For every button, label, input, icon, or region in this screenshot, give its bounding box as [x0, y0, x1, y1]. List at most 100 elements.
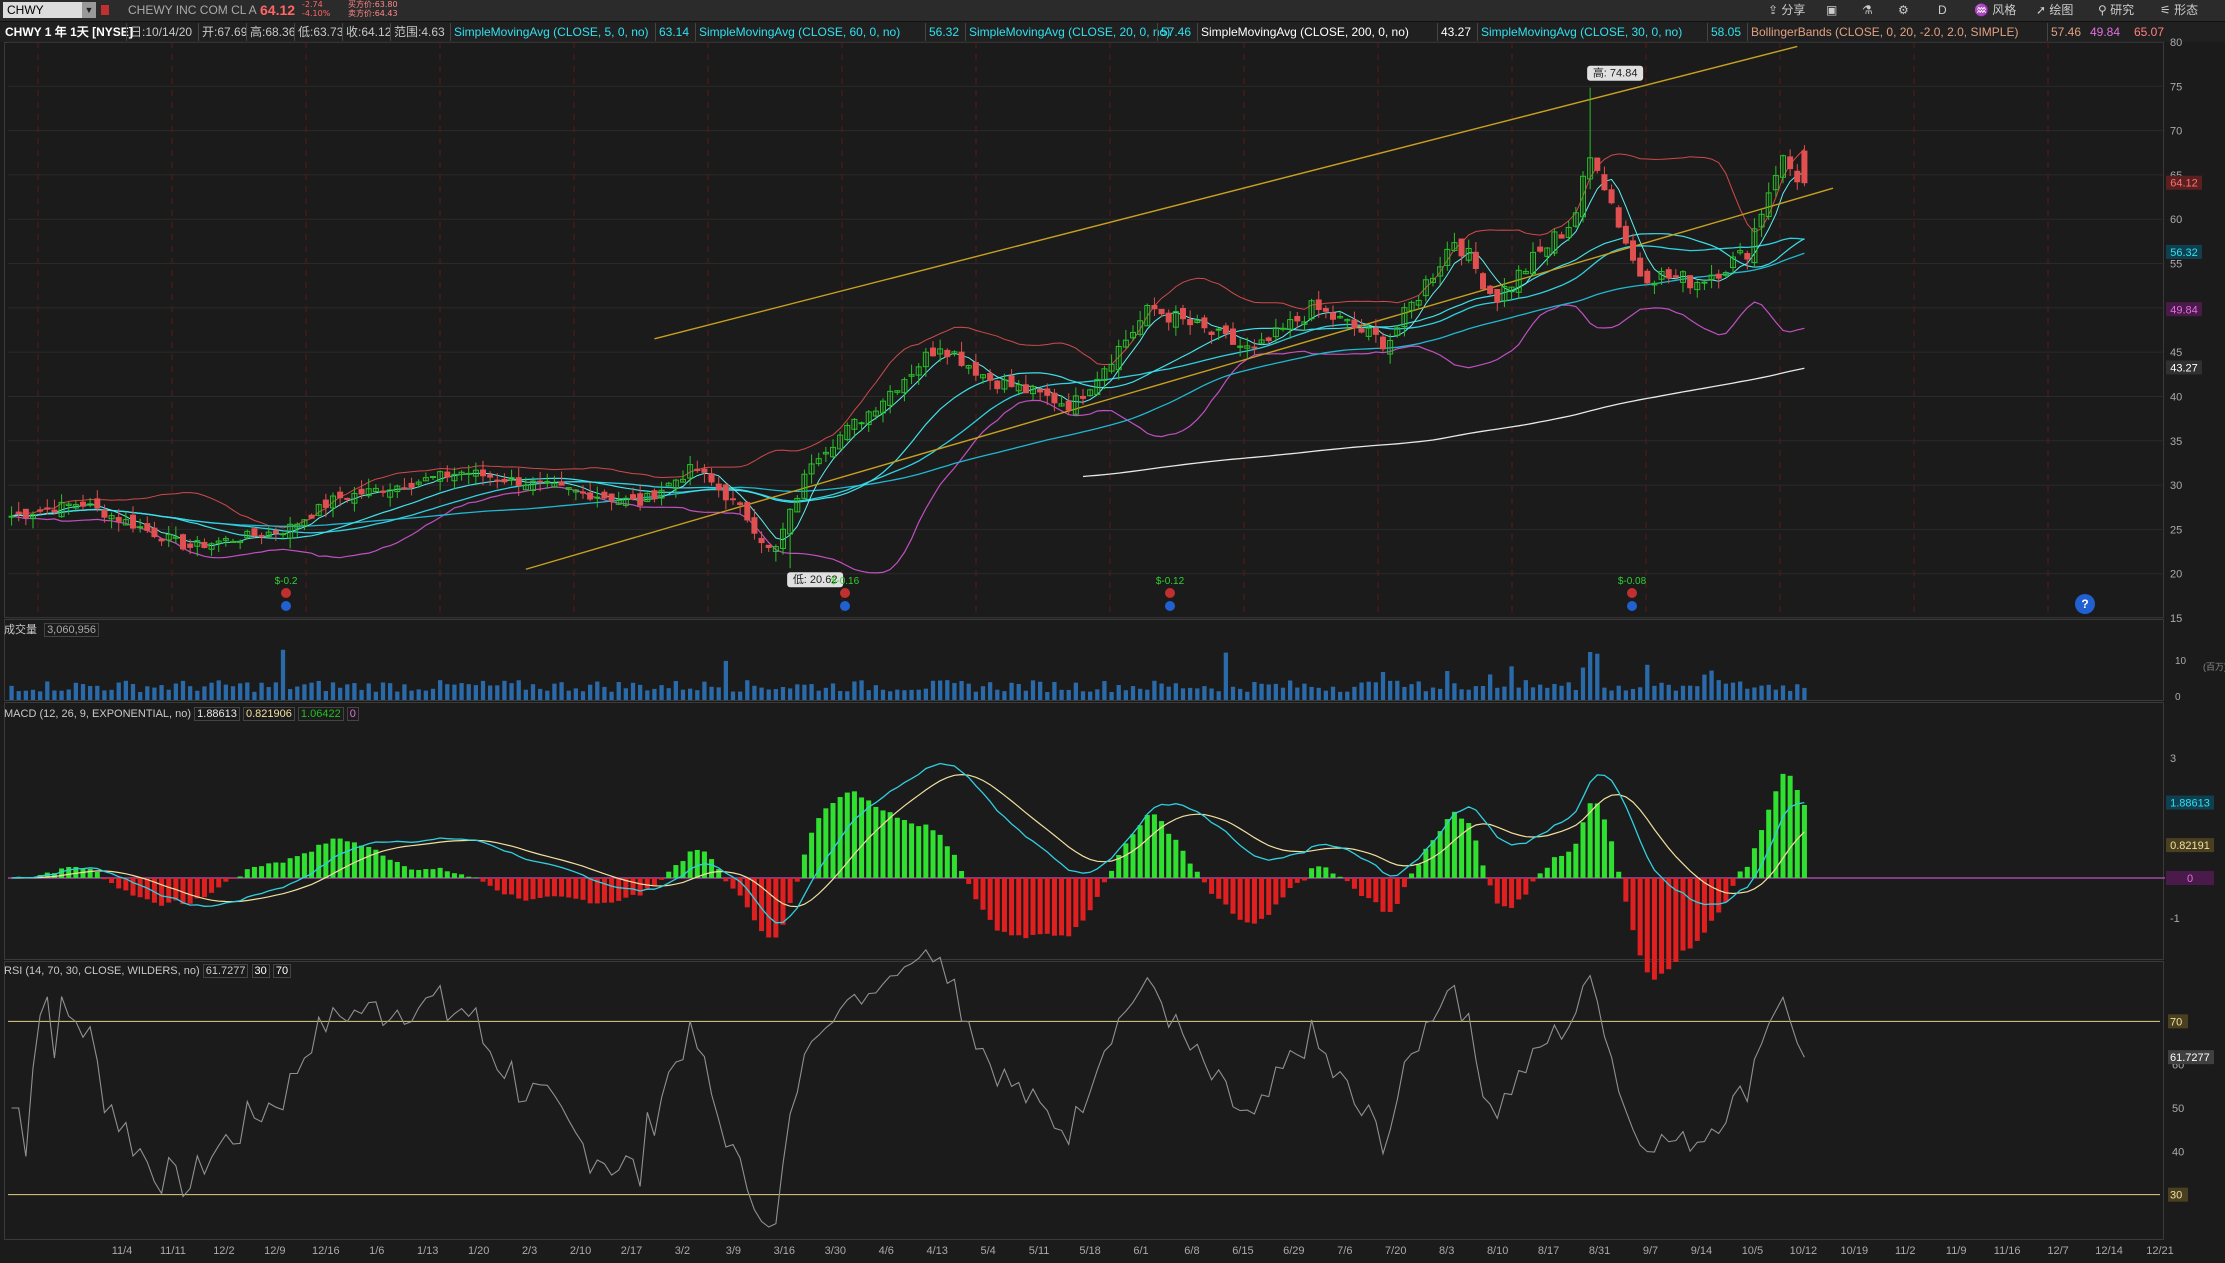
- candle-body: [765, 544, 772, 548]
- macd-hist-bar: [787, 878, 793, 904]
- x-tick-label: 2/17: [621, 1245, 642, 1257]
- candle-body: [651, 490, 658, 500]
- price-tag-bg: [2166, 302, 2202, 317]
- drawing-button[interactable]: ➚ 绘图: [2036, 3, 2074, 17]
- share-button[interactable]: ⇪ 分享: [1768, 3, 1806, 17]
- candle-body: [1322, 308, 1329, 312]
- volume-bar: [45, 681, 50, 700]
- x-tick-label: 11/2: [1895, 1245, 1916, 1257]
- timeframe-button[interactable]: D: [1938, 3, 1947, 17]
- candle-body: [294, 523, 301, 529]
- volume-bar: [552, 683, 557, 700]
- volume-bar: [802, 684, 807, 700]
- volume-bar: [1502, 686, 1507, 700]
- volume-bar: [1252, 681, 1257, 700]
- candle-body: [1030, 386, 1036, 395]
- candle-body: [1115, 345, 1122, 371]
- studies-button[interactable]: ⚲ 研究: [2098, 3, 2135, 17]
- volume-bar: [1402, 686, 1407, 700]
- x-tick-label: 6/15: [1232, 1245, 1253, 1257]
- study-value: 63.14: [655, 23, 692, 41]
- volume-bar: [1416, 681, 1421, 700]
- candle-body: [258, 534, 265, 538]
- patterns-button[interactable]: ⚟ 形态: [2160, 3, 2199, 17]
- x-tick-label: 2/3: [522, 1245, 537, 1257]
- macd-hist-bar: [1501, 878, 1507, 907]
- candle-body: [922, 351, 929, 368]
- x-tick-label: 9/7: [1643, 1245, 1658, 1257]
- candle-body: [1101, 368, 1108, 381]
- flask-button[interactable]: ⚗: [1862, 0, 1873, 21]
- y-tick-label: 60: [2170, 214, 2182, 226]
- volume-bar: [1602, 687, 1607, 700]
- bollinger-lower: [11, 301, 1805, 574]
- volume-bar: [966, 683, 971, 700]
- macd-hist-bar: [909, 823, 915, 878]
- macd-hist-bar: [459, 874, 465, 878]
- volume-bar: [452, 684, 457, 700]
- volume-bar: [188, 686, 193, 700]
- macd-hist-bar: [651, 878, 657, 887]
- layout-button[interactable]: ▣: [1826, 0, 1837, 21]
- macd-hist-bar: [1623, 878, 1629, 902]
- symbol-input[interactable]: CHWY ▼: [3, 2, 96, 18]
- candle-body: [601, 491, 608, 499]
- candle-body: [1608, 189, 1615, 204]
- candle-body: [1801, 150, 1808, 184]
- candle-body: [615, 499, 622, 505]
- volume-bar: [1488, 674, 1493, 700]
- macd-hist-bar: [737, 878, 743, 896]
- volume-bar: [1666, 684, 1671, 700]
- x-tick-label: 6/8: [1184, 1245, 1199, 1257]
- volume-bar: [638, 684, 643, 700]
- style-button[interactable]: ♒ 风格: [1974, 3, 2017, 17]
- candle-body: [587, 492, 594, 500]
- macd-hist-bar: [630, 878, 636, 895]
- macd-hist-bar: [430, 869, 436, 878]
- volume-bar: [1430, 687, 1436, 700]
- macd-hist-bar: [637, 878, 643, 896]
- help-button[interactable]: ?: [2075, 594, 2095, 614]
- macd-hist-bar: [1087, 878, 1093, 911]
- macd-hist-bar: [1644, 878, 1650, 973]
- price-tag: 43.27: [2170, 362, 2198, 374]
- candle-body: [394, 485, 401, 493]
- study-label: SimpleMovingAvg (CLOSE, 20, 0, no): [965, 23, 1173, 41]
- x-tick-label: 8/17: [1538, 1245, 1559, 1257]
- candle-body: [1165, 312, 1172, 323]
- volume-bar: [488, 685, 493, 700]
- candle-body: [372, 487, 379, 492]
- settings-button[interactable]: ⚙: [1898, 0, 1909, 21]
- macd-hist-bar: [209, 878, 215, 893]
- volume-bar: [1716, 680, 1721, 700]
- macd-diff: 1.06422: [297, 707, 344, 721]
- candle-body: [630, 494, 636, 500]
- volume-bar: [109, 689, 114, 700]
- volume-bar: [23, 690, 28, 700]
- macd-hist-bar: [494, 878, 500, 891]
- candle-body: [822, 451, 829, 455]
- volume-bar: [1773, 689, 1778, 700]
- company-name: CHEWY INC COM CL A: [128, 3, 257, 17]
- volume-bar: [123, 680, 128, 700]
- candle-body: [1751, 228, 1758, 264]
- candle-body: [1087, 389, 1094, 397]
- macd-hist-bar: [966, 878, 972, 884]
- macd-hist-bar: [1316, 866, 1322, 878]
- macd-hist-bar: [387, 859, 393, 878]
- macd-hist-bar: [1573, 843, 1579, 878]
- candle-body: [1744, 253, 1751, 260]
- volume-bar: [573, 688, 578, 700]
- rsi-header: RSI (14, 70, 30, CLOSE, WILDERS, no) 61.…: [4, 962, 292, 980]
- channel-lower: [525, 187, 1834, 570]
- candle-body: [137, 526, 144, 529]
- sma-60: [11, 252, 1805, 527]
- macd-hist-bar: [1701, 878, 1707, 933]
- symbol-dropdown-icon[interactable]: ▼: [82, 2, 96, 18]
- flag-icon[interactable]: [101, 0, 115, 21]
- candle-body: [901, 379, 908, 394]
- macd-hist-bar: [537, 878, 543, 898]
- candle-body: [1065, 400, 1072, 411]
- candle-body: [1265, 337, 1272, 342]
- study-value: 57.46: [2047, 23, 2084, 41]
